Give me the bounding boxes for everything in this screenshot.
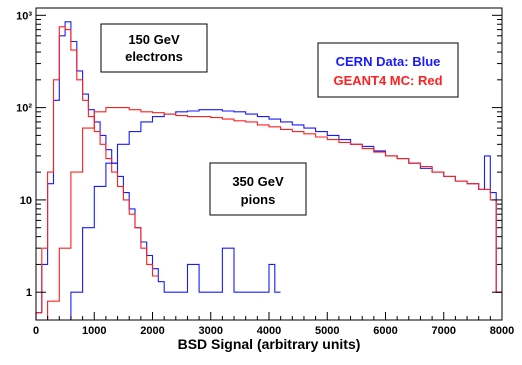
legend: CERN Data: Blue GEANT4 MC: Red: [317, 42, 459, 98]
annotation-pions: 350 GeV pions: [209, 162, 307, 216]
legend-entry-geant4-mc: GEANT4 MC: Red: [333, 73, 442, 88]
legend-entry-cern-data: CERN Data: Blue: [336, 54, 441, 69]
x-tick-label: 1000: [82, 325, 106, 337]
x-tick-label: 6000: [373, 325, 397, 337]
y-tick-label: 10³: [16, 10, 32, 22]
y-tick-label: 10: [20, 195, 32, 207]
x-tick-label: 4000: [257, 325, 281, 337]
axis-layer: 0 1000 2000 3000 4000 5000 6000 7000 8000 1 10 10² 1…: [16, 10, 514, 337]
x-tick-label: 5000: [315, 325, 339, 337]
annotation-pions-line2: pions: [241, 192, 276, 207]
x-tick-label: 3000: [199, 325, 223, 337]
series-line-pions-geant4-mc: [47, 107, 502, 320]
x-tick-label: 0: [33, 325, 39, 337]
x-axis-label: BSD Signal (arbitrary units): [178, 336, 361, 352]
y-tick-label: 1: [26, 287, 32, 299]
series-line-electrons-geant4-mc: [35, 26, 159, 320]
annotation-electrons-line2: electrons: [125, 49, 183, 64]
y-tick-label: 10²: [16, 103, 32, 115]
x-tick-label: 7000: [432, 325, 456, 337]
annotation-electrons: 150 GeV electrons: [100, 23, 208, 73]
x-tick-label: 8000: [490, 325, 514, 337]
annotation-pions-line1: 350 GeV: [232, 174, 284, 189]
annotation-electrons-line1: 150 GeV: [128, 32, 180, 47]
x-tick-label: 2000: [140, 325, 164, 337]
series-layer: [35, 21, 502, 320]
